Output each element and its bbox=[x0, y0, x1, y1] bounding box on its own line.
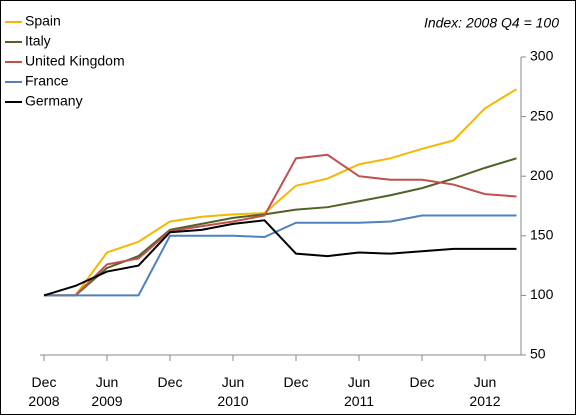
y-tick-label: 100 bbox=[530, 286, 554, 302]
x-tick-label: Dec bbox=[157, 374, 183, 390]
y-tick-label: 50 bbox=[530, 346, 546, 362]
series-line bbox=[43, 219, 517, 297]
series-line bbox=[44, 214, 517, 297]
legend-label: Germany bbox=[25, 93, 83, 109]
x-tick-label: Dec 2008 bbox=[28, 374, 60, 409]
y-tick-label: 200 bbox=[530, 167, 554, 183]
x-tick-label: Dec bbox=[409, 374, 435, 390]
legend-label: Italy bbox=[25, 33, 51, 49]
annotation: Index: 2008 Q4 = 100 bbox=[424, 15, 559, 31]
legend-label: United Kingdom bbox=[25, 53, 125, 69]
y-tick-label: 250 bbox=[530, 107, 554, 123]
series-line bbox=[44, 88, 518, 297]
x-tick-label: Jun 2011 bbox=[343, 374, 375, 409]
y-tick-label: 150 bbox=[530, 227, 554, 243]
x-tick-label: Jun 2012 bbox=[469, 374, 501, 409]
x-tick-label: Jun 2009 bbox=[91, 374, 123, 409]
legend-label: France bbox=[25, 73, 69, 89]
x-tick-label: Jun 2010 bbox=[217, 374, 249, 409]
y-tick-label: 300 bbox=[530, 48, 554, 64]
x-tick-label: Dec bbox=[283, 374, 309, 390]
legend-label: Spain bbox=[25, 13, 61, 29]
series-line bbox=[44, 153, 517, 297]
